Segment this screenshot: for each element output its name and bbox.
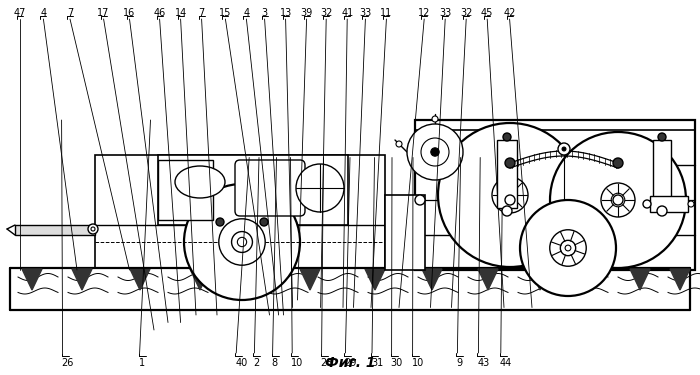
Polygon shape — [530, 269, 550, 290]
Text: 39: 39 — [300, 8, 313, 18]
Circle shape — [505, 158, 515, 168]
Polygon shape — [300, 269, 320, 290]
Text: 33: 33 — [359, 8, 372, 18]
Circle shape — [520, 200, 616, 296]
Circle shape — [550, 132, 686, 268]
Text: 11: 11 — [380, 8, 393, 18]
Circle shape — [505, 195, 515, 205]
Text: 10: 10 — [291, 358, 304, 368]
Bar — [15, 225, 95, 235]
Text: 26: 26 — [62, 358, 74, 368]
Text: 17: 17 — [97, 8, 110, 18]
Circle shape — [601, 183, 635, 217]
Circle shape — [503, 188, 517, 202]
Circle shape — [296, 164, 344, 212]
Polygon shape — [72, 269, 92, 290]
Bar — [497, 140, 517, 208]
Text: 4: 4 — [41, 8, 46, 18]
Circle shape — [643, 200, 651, 208]
Text: 13: 13 — [279, 8, 292, 18]
Circle shape — [415, 195, 425, 205]
Text: 44: 44 — [500, 358, 512, 368]
Polygon shape — [630, 269, 650, 290]
Circle shape — [658, 133, 666, 141]
Circle shape — [260, 218, 268, 226]
Text: 7: 7 — [199, 8, 204, 18]
Circle shape — [558, 143, 570, 155]
Circle shape — [502, 206, 512, 216]
Text: 32: 32 — [460, 8, 473, 18]
Circle shape — [613, 195, 623, 205]
Text: 45: 45 — [481, 8, 493, 18]
Text: 28: 28 — [321, 358, 333, 368]
Circle shape — [216, 218, 224, 226]
Bar — [653, 140, 671, 208]
Circle shape — [430, 148, 439, 156]
Text: 15: 15 — [219, 8, 232, 18]
Circle shape — [91, 227, 95, 231]
Text: 31: 31 — [371, 358, 384, 368]
Text: 4: 4 — [244, 8, 249, 18]
Text: Фиг. 1: Фиг. 1 — [325, 356, 375, 370]
Text: 32: 32 — [320, 8, 332, 18]
Circle shape — [438, 123, 582, 267]
Circle shape — [560, 240, 575, 256]
Polygon shape — [365, 269, 385, 290]
Text: 3: 3 — [262, 8, 267, 18]
Circle shape — [688, 201, 694, 207]
Text: 30: 30 — [391, 358, 403, 368]
Text: 46: 46 — [153, 8, 166, 18]
Circle shape — [613, 158, 623, 168]
Text: 16: 16 — [123, 8, 136, 18]
Bar — [158, 160, 213, 220]
Text: 14: 14 — [174, 8, 187, 18]
Circle shape — [565, 245, 571, 251]
Text: 12: 12 — [418, 8, 430, 18]
Text: 9: 9 — [456, 358, 463, 368]
Text: 8: 8 — [272, 358, 278, 368]
Circle shape — [503, 133, 511, 141]
Polygon shape — [422, 269, 442, 290]
Bar — [385, 195, 425, 270]
Text: 41: 41 — [341, 8, 354, 18]
Polygon shape — [22, 269, 42, 290]
Text: 42: 42 — [503, 8, 516, 18]
Circle shape — [421, 138, 449, 166]
Circle shape — [432, 116, 438, 122]
Polygon shape — [670, 269, 690, 290]
Circle shape — [407, 124, 463, 180]
Polygon shape — [190, 269, 210, 290]
Circle shape — [88, 224, 98, 234]
Circle shape — [396, 141, 402, 147]
Bar — [650, 196, 688, 212]
Circle shape — [219, 219, 265, 265]
Text: 29: 29 — [344, 358, 357, 368]
Polygon shape — [130, 269, 150, 290]
Ellipse shape — [175, 166, 225, 198]
Text: 2: 2 — [253, 358, 260, 368]
Text: 1: 1 — [139, 358, 145, 368]
Bar — [95, 155, 385, 268]
Text: 43: 43 — [477, 358, 490, 368]
Circle shape — [184, 184, 300, 300]
Circle shape — [237, 237, 246, 247]
Bar — [158, 155, 348, 225]
Polygon shape — [582, 269, 602, 290]
FancyBboxPatch shape — [235, 160, 305, 216]
Text: 47: 47 — [13, 8, 26, 18]
Text: 10: 10 — [412, 358, 424, 368]
Circle shape — [492, 177, 528, 213]
Circle shape — [232, 231, 253, 252]
Text: 40: 40 — [235, 358, 248, 368]
Bar — [10, 268, 690, 310]
Bar — [415, 120, 695, 270]
Circle shape — [550, 230, 586, 266]
Text: 7: 7 — [67, 8, 73, 18]
Circle shape — [562, 147, 566, 151]
Polygon shape — [478, 269, 498, 290]
Text: 33: 33 — [439, 8, 452, 18]
Circle shape — [611, 193, 625, 207]
Polygon shape — [245, 269, 265, 290]
Circle shape — [657, 206, 667, 216]
